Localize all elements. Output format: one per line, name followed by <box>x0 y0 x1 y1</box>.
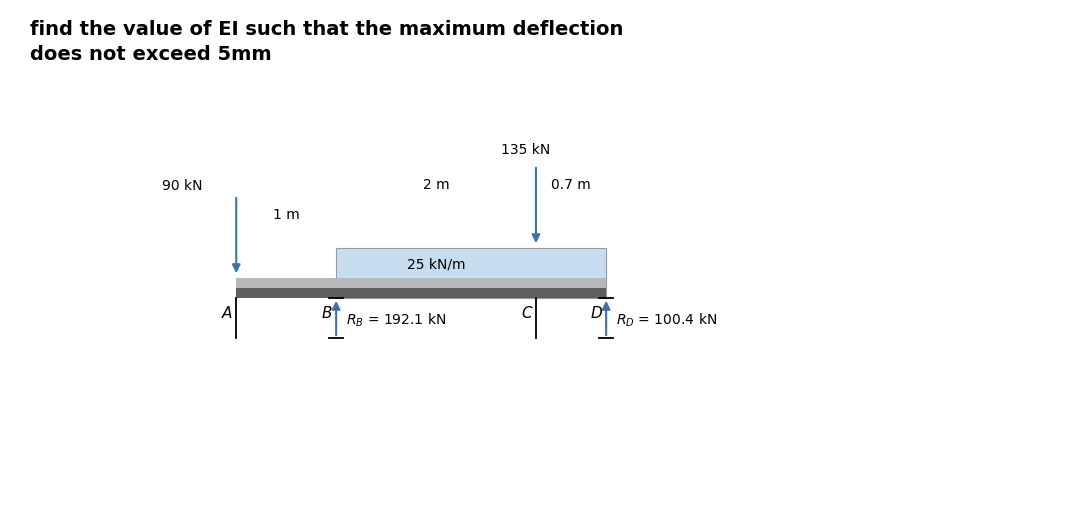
Text: 25 kN/m: 25 kN/m <box>407 258 465 272</box>
Bar <box>336 248 606 298</box>
Text: find the value of EI such that the maximum deflection
does not exceed 5mm: find the value of EI such that the maxim… <box>30 20 623 64</box>
Text: A: A <box>221 306 232 321</box>
Text: 90 kN: 90 kN <box>162 179 203 193</box>
Text: C: C <box>522 306 531 321</box>
Text: 2 m: 2 m <box>422 178 449 192</box>
Text: D: D <box>591 306 603 321</box>
Bar <box>237 288 606 298</box>
Text: $R_B$ = 192.1 kN: $R_B$ = 192.1 kN <box>346 311 446 329</box>
Text: B: B <box>322 306 332 321</box>
Text: 0.7 m: 0.7 m <box>551 178 591 192</box>
Bar <box>237 278 606 288</box>
Text: 1 m: 1 m <box>273 208 299 222</box>
Text: 135 kN: 135 kN <box>500 143 550 157</box>
Text: $R_D$ = 100.4 kN: $R_D$ = 100.4 kN <box>616 311 717 329</box>
